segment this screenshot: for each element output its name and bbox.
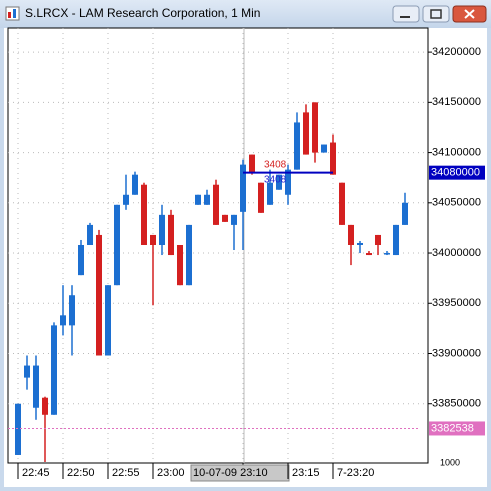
- candle-body: [186, 224, 192, 286]
- candle-body: [141, 184, 147, 245]
- x-tick-label: 7-23:20: [337, 467, 374, 479]
- candle-body: [159, 214, 165, 245]
- y-tick-label: 34050000: [432, 197, 481, 209]
- candle-body: [105, 285, 111, 356]
- candle-body: [348, 224, 354, 245]
- candle-body: [42, 397, 48, 415]
- y-tick-label: 34100000: [432, 146, 481, 158]
- candle-body: [132, 174, 138, 195]
- candle-body: [294, 122, 300, 170]
- x-tick-label: 22:45: [22, 467, 50, 479]
- candle-body: [150, 234, 156, 245]
- app-icon: [5, 6, 20, 21]
- y-tick-label: 34200000: [432, 46, 481, 58]
- candle-body: [78, 244, 84, 276]
- y-tick-label: 34150000: [432, 96, 481, 108]
- candle-body: [276, 174, 282, 190]
- app-icon-part: [13, 9, 16, 18]
- candle-body: [357, 242, 363, 245]
- window-title: S.LRCX - LAM Research Corporation, 1 Min: [25, 6, 260, 20]
- close-icon: [464, 9, 475, 19]
- y-tick-label: 34000000: [432, 247, 481, 259]
- candle-body: [258, 182, 264, 213]
- candle-body: [60, 315, 66, 326]
- price-label: 34080000: [431, 167, 480, 179]
- candle-body: [96, 234, 102, 356]
- candle-body: [339, 182, 345, 225]
- candle-body: [384, 253, 390, 255]
- candle-body: [51, 325, 57, 415]
- x-tick-label: 23:00: [157, 467, 185, 479]
- candle-body: [312, 102, 318, 153]
- candle-body: [249, 154, 255, 173]
- candle-body: [15, 403, 21, 455]
- plot-frame: [7, 27, 429, 464]
- x-tick-label: 10-07-09 23:10: [193, 467, 268, 479]
- maximize-icon: [430, 9, 442, 19]
- candle-body: [393, 224, 399, 256]
- candle-body: [240, 164, 246, 212]
- candle-body: [366, 253, 372, 256]
- candle-body: [204, 194, 210, 205]
- candle-body: [114, 204, 120, 286]
- candle-body: [231, 214, 237, 225]
- order-annotation: 3408: [264, 174, 287, 185]
- candle-body: [402, 202, 408, 225]
- x-label-highlight: [190, 464, 290, 482]
- candle-body: [33, 365, 39, 408]
- price-label: 3382538: [431, 422, 474, 434]
- y-tick-label: 33850000: [432, 398, 481, 410]
- app-icon-part: [8, 12, 11, 18]
- order-annotation: 3408: [264, 159, 287, 170]
- candle-body: [123, 194, 129, 205]
- candle-body: [285, 169, 291, 195]
- candle-body: [303, 112, 309, 155]
- y-tick-label: 33900000: [432, 347, 481, 359]
- x-tick-label: 22:50: [67, 467, 95, 479]
- candle-body: [87, 224, 93, 245]
- candle-body: [330, 142, 336, 175]
- candle-body: [168, 214, 174, 256]
- candle-body: [222, 214, 228, 222]
- price-label-bg: [429, 165, 485, 180]
- volume-scale: 1000: [440, 457, 460, 467]
- y-tick-label: 33950000: [432, 297, 481, 309]
- x-tick-label: 23:15: [292, 467, 320, 479]
- candle-body: [213, 184, 219, 225]
- candle-body: [321, 144, 327, 153]
- candle-body: [267, 182, 273, 205]
- candle-body: [24, 365, 30, 378]
- candle-body: [69, 295, 75, 326]
- maximize-button[interactable]: [422, 5, 450, 23]
- minimize-button[interactable]: [392, 5, 420, 23]
- candle-body: [177, 244, 183, 286]
- price-label-bg: [429, 421, 485, 436]
- candle-body: [195, 194, 201, 205]
- candle-body: [375, 234, 381, 245]
- x-tick-label: 22:55: [112, 467, 140, 479]
